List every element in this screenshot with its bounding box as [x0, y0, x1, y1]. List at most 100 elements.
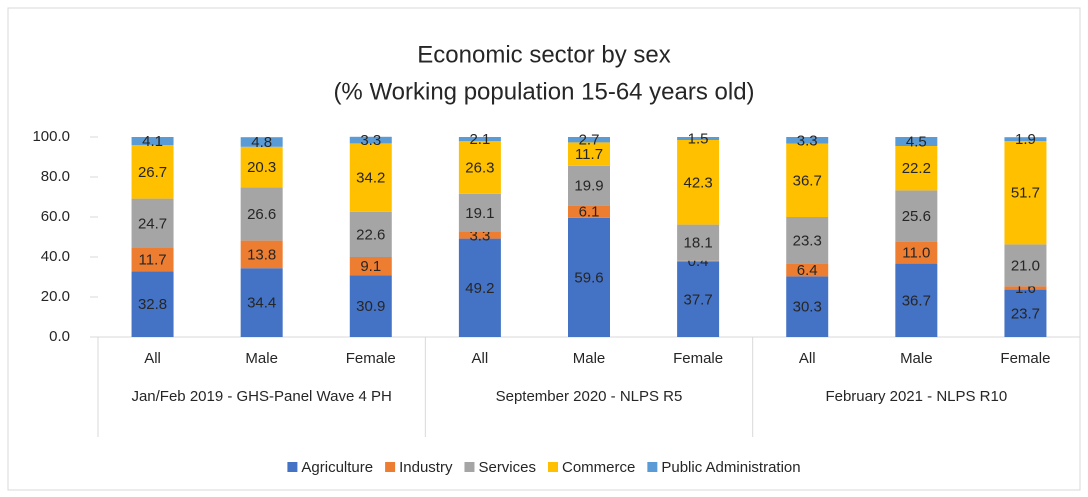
data-label: 1.5 — [688, 130, 709, 147]
data-label: 4.5 — [906, 133, 927, 150]
bar-segment — [349, 136, 392, 144]
data-label: 37.7 — [684, 291, 713, 308]
x-tick-label: Male — [573, 350, 606, 367]
bar-segment — [1004, 141, 1047, 245]
bar-segment — [786, 137, 829, 144]
data-label: 4.8 — [251, 134, 272, 151]
data-label: 22.2 — [902, 160, 931, 177]
data-label: 42.3 — [684, 174, 713, 191]
bar-segment — [131, 137, 174, 146]
x-tick-label: Female — [346, 350, 396, 367]
data-label: 18.1 — [684, 235, 713, 252]
legend-swatch — [287, 462, 298, 472]
bar-segment — [131, 248, 174, 272]
bar-segment — [568, 137, 610, 143]
bar-segment — [1004, 289, 1047, 337]
data-label: 36.7 — [793, 172, 822, 189]
x-tick-label: Male — [245, 350, 278, 367]
data-label: 4.1 — [142, 133, 163, 150]
data-label: 34.2 — [356, 170, 385, 187]
x-tick-label: Male — [900, 350, 933, 367]
bar-segment — [458, 137, 501, 142]
data-label: 11.7 — [139, 252, 167, 269]
data-label: 22.6 — [356, 226, 385, 243]
data-label: 26.3 — [465, 159, 494, 176]
legend-label: Agriculture — [301, 459, 373, 476]
bar-segment — [568, 165, 610, 206]
data-label: 3.3 — [360, 132, 381, 149]
y-tick-label: 80.0 — [41, 168, 70, 185]
bar-segment — [677, 224, 720, 261]
bar-segment — [895, 137, 938, 146]
data-label: 32.8 — [138, 296, 167, 313]
data-label: 19.9 — [574, 178, 603, 195]
data-label: 59.6 — [574, 269, 603, 286]
bar-segment — [131, 145, 174, 199]
bar-segment — [786, 276, 829, 337]
bar-segment — [458, 232, 501, 239]
data-label: 49.2 — [465, 280, 494, 297]
x-tick-label: All — [799, 350, 816, 367]
chart-subtitle: (% Working population 15-64 years old) — [333, 78, 754, 105]
legend-swatch — [385, 462, 396, 472]
bar-segment — [458, 193, 501, 232]
bar-segment — [240, 187, 283, 241]
bar-segment — [895, 190, 938, 242]
data-label: 6.4 — [797, 262, 818, 279]
bar-segment — [895, 146, 938, 191]
data-label: 20.3 — [247, 159, 276, 176]
legend-label: Services — [478, 459, 536, 476]
bar-segment — [131, 271, 174, 337]
data-label: 2.7 — [579, 132, 600, 149]
bar-segment — [349, 257, 392, 276]
data-label: 21.0 — [1011, 257, 1040, 274]
data-label: 24.7 — [138, 215, 167, 232]
data-label: 13.8 — [247, 246, 276, 263]
legend-label: Industry — [399, 459, 453, 476]
bar-segment — [240, 240, 283, 269]
bar-segment — [677, 137, 720, 140]
y-tick-label: 60.0 — [41, 208, 70, 225]
bar-segment — [677, 261, 720, 337]
bar-segment — [568, 217, 610, 337]
x-tick-label: Female — [1000, 350, 1050, 367]
legend-swatch — [464, 462, 475, 472]
x-tick-label: All — [144, 350, 161, 367]
bar-segment — [568, 205, 610, 218]
legend-label: Commerce — [562, 459, 635, 476]
y-tick-label: 20.0 — [41, 288, 70, 305]
bar-segment — [240, 137, 283, 147]
bar-segment — [1004, 137, 1047, 141]
y-tick-label: 0.0 — [49, 328, 70, 345]
y-tick-label: 100.0 — [32, 128, 70, 145]
bar-segment — [458, 238, 501, 337]
data-label: 19.1 — [465, 205, 494, 222]
data-label: 36.7 — [902, 292, 931, 309]
data-label: 25.6 — [902, 208, 931, 225]
bar-segment — [677, 140, 720, 225]
bar-segment — [568, 142, 610, 166]
data-label: 1.9 — [1015, 131, 1036, 148]
data-label: 30.3 — [793, 299, 822, 316]
bar-segment — [349, 275, 392, 337]
legend-label: Public Administration — [661, 459, 800, 476]
data-label: 11.0 — [902, 245, 930, 262]
bar-segment — [786, 143, 829, 217]
data-label: 26.6 — [247, 206, 276, 223]
data-label: 3.3 — [797, 132, 818, 149]
x-tick-label: Female — [673, 350, 723, 367]
data-label: 6.1 — [579, 204, 600, 221]
legend-swatch — [647, 462, 658, 472]
data-label: 23.7 — [1011, 305, 1040, 322]
bar-segment — [349, 143, 392, 212]
bar-segment — [240, 268, 283, 337]
data-label: 34.4 — [247, 295, 276, 312]
group-label: September 2020 - NLPS R5 — [495, 388, 683, 405]
bar-segment — [895, 263, 938, 337]
bar-segment — [677, 260, 720, 262]
data-label: 51.7 — [1011, 185, 1040, 202]
bar-segment — [895, 241, 938, 264]
data-label: 2.1 — [469, 131, 490, 148]
